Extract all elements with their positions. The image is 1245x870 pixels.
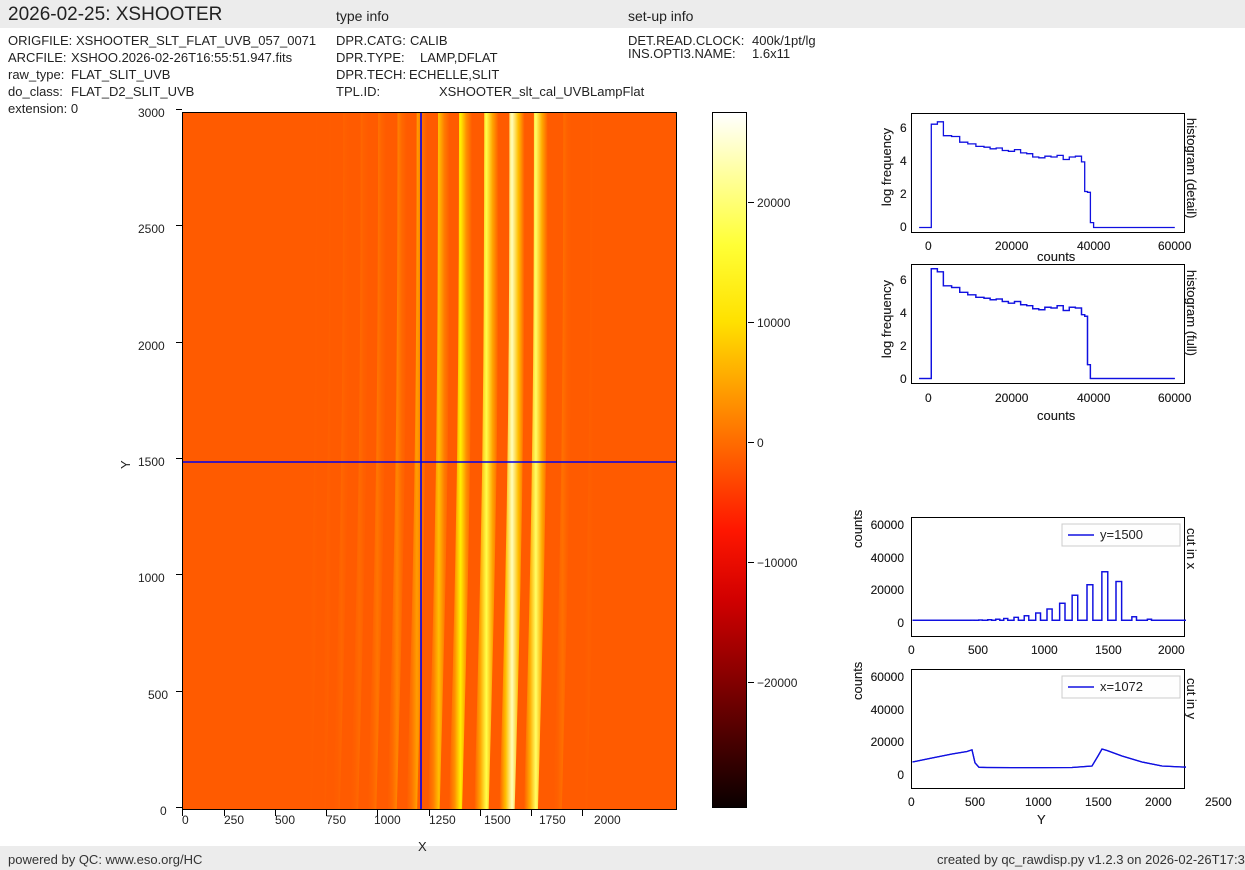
svg-text:x=1072: x=1072 (1100, 679, 1143, 694)
svg-text:y=1500: y=1500 (1100, 527, 1143, 542)
